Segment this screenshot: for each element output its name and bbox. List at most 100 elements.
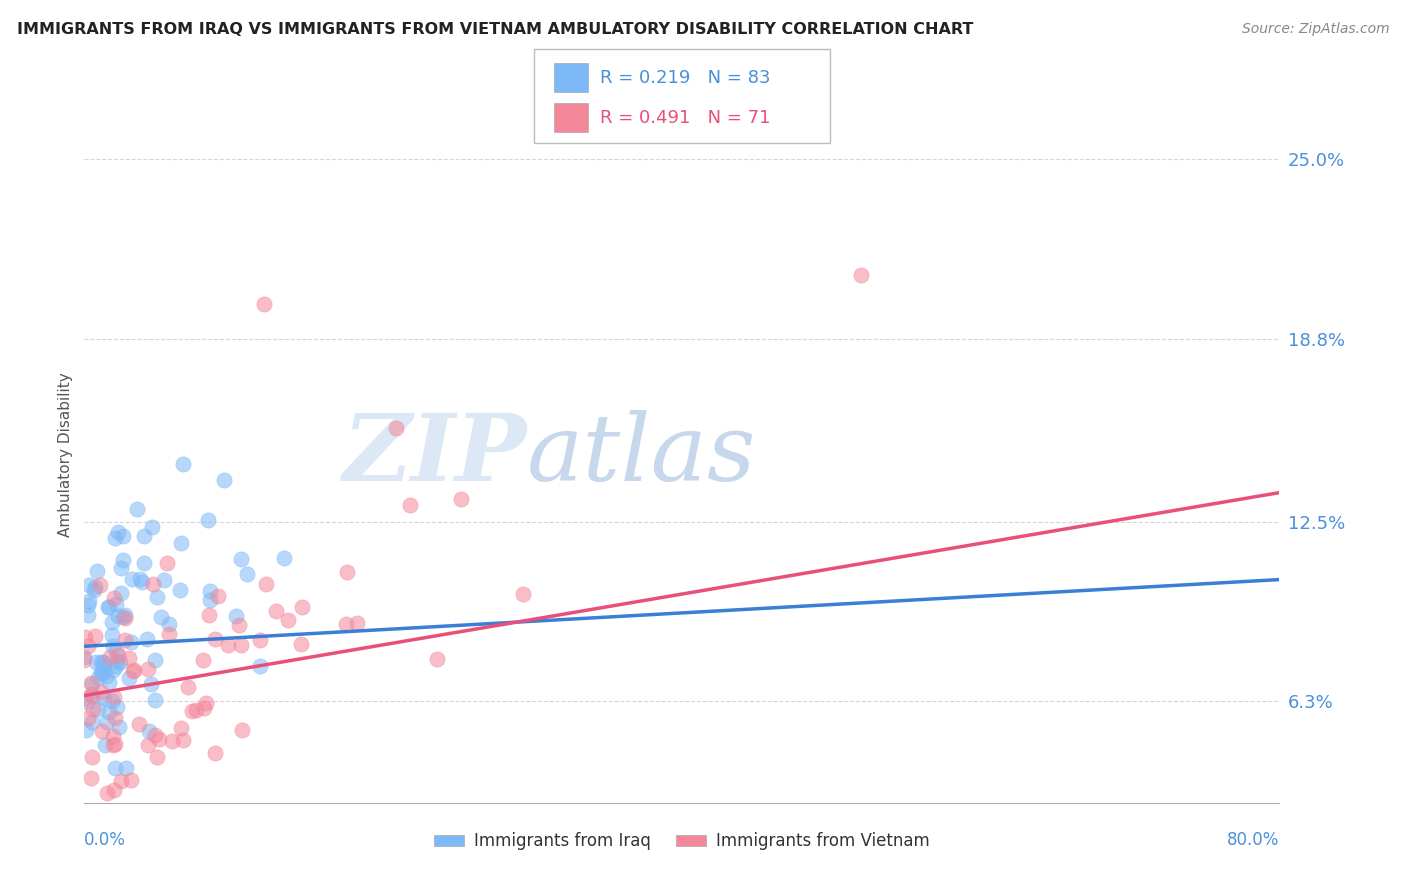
Point — [236, 566, 259, 581]
Point — [114, 608, 136, 623]
Point — [97, 599, 120, 614]
Point — [384, 421, 406, 435]
Point — [138, 724, 160, 739]
Point — [851, 268, 873, 282]
Point — [82, 749, 104, 764]
Point — [80, 690, 103, 704]
Point — [184, 702, 207, 716]
Point — [96, 714, 118, 729]
Point — [264, 604, 287, 618]
Point — [77, 594, 100, 608]
Point — [225, 608, 247, 623]
Point — [139, 677, 162, 691]
Point — [90, 685, 112, 699]
Point — [180, 704, 202, 718]
Point — [80, 771, 103, 785]
Point — [273, 551, 295, 566]
Point — [346, 616, 368, 631]
Point — [101, 730, 124, 744]
Point — [84, 629, 107, 643]
Point — [172, 457, 194, 471]
Point — [114, 611, 136, 625]
Point — [73, 653, 96, 667]
Point — [132, 529, 155, 543]
Point — [145, 750, 167, 764]
Point — [112, 529, 135, 543]
Point — [152, 573, 174, 587]
Point — [104, 711, 127, 725]
Point — [170, 721, 193, 735]
Point — [115, 761, 138, 775]
Point — [112, 553, 135, 567]
Point — [97, 705, 120, 719]
Point — [86, 655, 108, 669]
Point — [193, 701, 215, 715]
Point — [231, 551, 253, 566]
Point — [290, 637, 312, 651]
Point — [96, 786, 118, 800]
Point — [105, 654, 128, 668]
Point — [93, 656, 115, 670]
Point — [169, 582, 191, 597]
Point — [118, 651, 141, 665]
Point — [91, 665, 114, 680]
Point — [108, 655, 131, 669]
Point — [103, 761, 125, 775]
Point — [335, 616, 357, 631]
Point — [228, 618, 250, 632]
Point — [129, 572, 152, 586]
Point — [291, 600, 314, 615]
Point — [104, 737, 127, 751]
Point — [149, 610, 172, 624]
Point — [198, 593, 221, 607]
Text: atlas: atlas — [527, 410, 756, 500]
Point — [90, 665, 112, 679]
Point — [204, 632, 226, 646]
Point — [76, 694, 98, 708]
Legend: Immigrants from Iraq, Immigrants from Vietnam: Immigrants from Iraq, Immigrants from Vi… — [427, 826, 936, 857]
Point — [512, 587, 534, 601]
Point — [253, 297, 276, 311]
Point — [104, 658, 127, 673]
Point — [169, 535, 191, 549]
Point — [110, 586, 132, 600]
Point — [101, 663, 124, 677]
Point — [254, 577, 277, 591]
Point — [110, 774, 132, 789]
Point — [143, 653, 166, 667]
Point — [89, 578, 111, 592]
Point — [194, 696, 217, 710]
Point — [101, 628, 124, 642]
Point — [110, 560, 132, 574]
Point — [75, 690, 97, 705]
Point — [162, 734, 184, 748]
Point — [114, 632, 136, 647]
Point — [277, 613, 299, 627]
Point — [79, 675, 101, 690]
Point — [87, 701, 110, 715]
Point — [83, 583, 105, 598]
Point — [120, 634, 142, 648]
Point — [105, 597, 128, 611]
Point — [75, 630, 97, 644]
Point — [90, 655, 112, 669]
Point — [146, 591, 169, 605]
Point — [103, 591, 125, 605]
Point — [91, 655, 114, 669]
Point — [107, 524, 129, 539]
Point — [193, 653, 215, 667]
Point — [143, 693, 166, 707]
Point — [103, 690, 125, 705]
Point — [214, 473, 236, 487]
Point — [80, 676, 103, 690]
Point — [77, 711, 100, 725]
Point — [204, 746, 226, 760]
Point — [83, 580, 105, 594]
Point — [138, 738, 160, 752]
Point — [121, 572, 143, 586]
Point — [98, 650, 121, 665]
Point — [131, 575, 153, 590]
Point — [108, 720, 131, 734]
Point — [135, 632, 157, 646]
Point — [101, 615, 124, 629]
